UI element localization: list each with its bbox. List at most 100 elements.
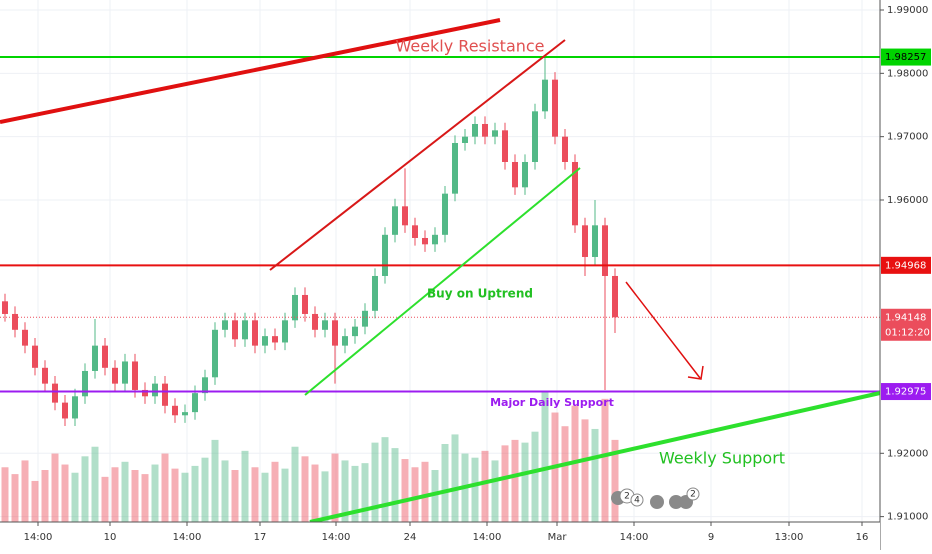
volume-bar bbox=[581, 419, 589, 522]
volume-bar bbox=[141, 474, 149, 522]
price-badge bbox=[881, 308, 931, 341]
x-tick-label: Mar bbox=[548, 532, 568, 543]
trend-line bbox=[269, 39, 566, 271]
volume-bar bbox=[281, 468, 289, 522]
candle-body bbox=[362, 310, 368, 327]
volume-bar bbox=[481, 450, 489, 522]
volume-bar bbox=[41, 470, 49, 522]
trend-line bbox=[309, 391, 881, 524]
volume-bar bbox=[511, 439, 519, 522]
candle-body bbox=[182, 412, 188, 416]
volume-bar bbox=[171, 468, 179, 522]
arrow bbox=[625, 281, 701, 379]
candle-body bbox=[262, 336, 268, 346]
volume-bar bbox=[291, 446, 299, 522]
volume-bar bbox=[241, 450, 249, 522]
volume-bar bbox=[591, 428, 599, 522]
candle-body bbox=[572, 161, 578, 226]
volume-bar bbox=[211, 439, 219, 522]
candle-body bbox=[502, 130, 508, 162]
volume-bar bbox=[431, 470, 439, 522]
volume-bar bbox=[151, 464, 159, 522]
volume-bar bbox=[501, 445, 509, 522]
volume-bar bbox=[601, 398, 609, 522]
event-badges: 2 4 2 bbox=[611, 487, 700, 509]
volume-bar bbox=[191, 465, 199, 522]
candle-body bbox=[352, 326, 358, 337]
x-tick-label: 14:00 bbox=[620, 532, 649, 543]
candle-body bbox=[602, 225, 608, 276]
candle-body bbox=[402, 206, 408, 226]
candle-body bbox=[472, 123, 478, 137]
countdown-label: 01:12:20 bbox=[885, 327, 930, 338]
event-icon[interactable] bbox=[669, 495, 683, 509]
volume-bar bbox=[561, 426, 569, 522]
candle-body bbox=[152, 383, 158, 397]
volume-bar bbox=[441, 444, 449, 522]
volume-bar bbox=[351, 465, 359, 522]
y-tick-label: 1.99000 bbox=[887, 5, 928, 16]
candle-body bbox=[442, 193, 448, 235]
volume-bar bbox=[471, 457, 479, 522]
annotation: Weekly Resistance bbox=[395, 37, 544, 56]
candle-body bbox=[392, 206, 398, 235]
event-icon[interactable] bbox=[650, 495, 664, 509]
price-badge bbox=[881, 383, 931, 401]
volume-bar bbox=[521, 442, 529, 522]
volume-bar bbox=[411, 467, 419, 522]
arrow-head bbox=[687, 365, 704, 380]
candle-body bbox=[452, 142, 458, 194]
volume-bar bbox=[61, 464, 69, 522]
candle-body bbox=[12, 313, 18, 330]
price-axis bbox=[880, 0, 932, 550]
volume-bar bbox=[381, 437, 389, 522]
candle-body bbox=[282, 320, 288, 343]
candle-body bbox=[372, 275, 378, 311]
candle-body bbox=[532, 111, 538, 162]
x-tick-label: 17 bbox=[254, 532, 267, 543]
candle-body bbox=[292, 294, 298, 321]
volume-bar bbox=[161, 453, 169, 522]
annotation: Weekly Support bbox=[659, 449, 785, 468]
volume-bar bbox=[231, 470, 239, 522]
volume-bar bbox=[451, 434, 459, 522]
candle-body bbox=[142, 389, 148, 397]
candle-body bbox=[92, 345, 98, 371]
candle-body bbox=[592, 225, 598, 257]
volume-bar bbox=[531, 431, 539, 522]
annotation: Buy on Uptrend bbox=[427, 287, 533, 301]
price-label: 1.98257 bbox=[885, 52, 926, 63]
volume-bar bbox=[401, 459, 409, 522]
event-icon[interactable] bbox=[686, 487, 700, 501]
candle-body bbox=[172, 405, 178, 416]
x-tick-label: 16 bbox=[856, 532, 869, 543]
volume-bar bbox=[261, 472, 269, 522]
event-count: 4 bbox=[634, 496, 640, 506]
price-badge bbox=[881, 48, 931, 66]
volume-bar bbox=[101, 476, 109, 522]
candle-body bbox=[2, 301, 8, 314]
x-tick-label: 14:00 bbox=[24, 532, 53, 543]
price-label: 1.92975 bbox=[885, 387, 926, 398]
volume-bar bbox=[271, 461, 279, 522]
candle-body bbox=[382, 234, 388, 276]
time-axis bbox=[0, 522, 880, 550]
level-layer bbox=[0, 56, 880, 393]
candle-body bbox=[132, 361, 138, 390]
event-icon[interactable] bbox=[630, 493, 644, 507]
candle-body bbox=[522, 161, 528, 188]
axis-labels: 1.99000 1.98000 1.97000 1.96000 1.92000 1.910… bbox=[24, 5, 931, 543]
candle-body bbox=[462, 136, 468, 143]
candle-body bbox=[492, 130, 498, 137]
volume-bar bbox=[71, 472, 79, 522]
candle-body bbox=[62, 402, 68, 419]
volume-bar bbox=[111, 467, 119, 522]
volume-bar bbox=[251, 467, 259, 522]
volume-bar bbox=[611, 439, 619, 522]
candle-body bbox=[272, 336, 278, 343]
x-tick-label: 9 bbox=[708, 532, 714, 543]
trend-line bbox=[0, 18, 501, 124]
candle-body bbox=[192, 393, 198, 413]
candle-body bbox=[122, 361, 128, 384]
y-tick-label: 1.97000 bbox=[887, 132, 928, 143]
